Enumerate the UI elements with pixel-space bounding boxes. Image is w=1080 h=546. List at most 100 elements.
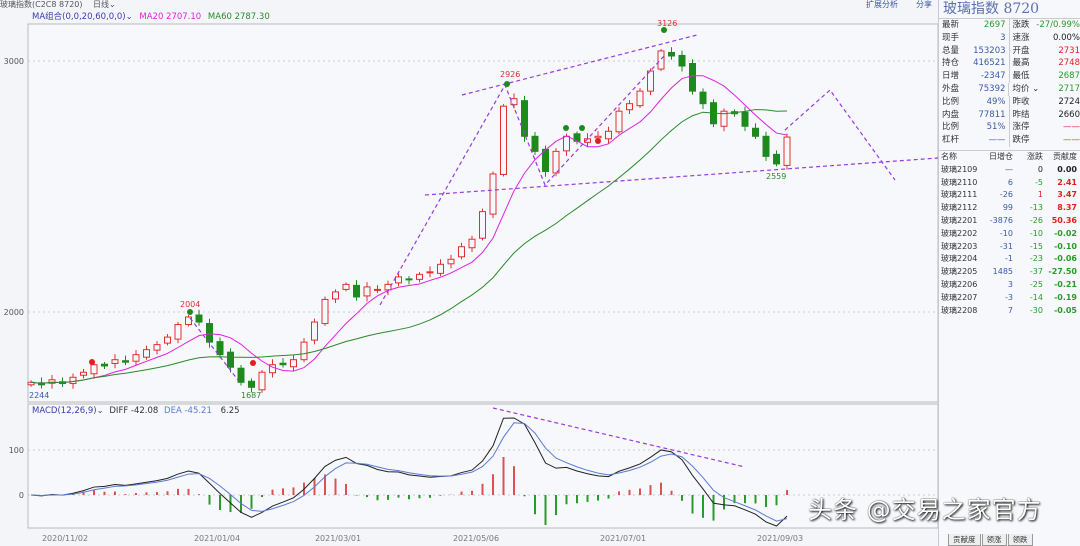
contract-row[interactable]: 玻璃2112 99 -13 8.37	[939, 202, 1080, 215]
column-divider	[1008, 70, 1010, 83]
candle-body	[531, 135, 539, 152]
contract-row[interactable]: 玻璃2205 1485 -37 -27.50	[939, 266, 1080, 279]
panel-tabs: 贡献度 领涨 领跌	[948, 534, 1034, 546]
dea-value: DEA -45.21	[164, 406, 212, 416]
contract-row[interactable]: 玻璃2110 6 -5 2.41	[939, 177, 1080, 190]
tab-contribution[interactable]: 贡献度	[948, 534, 981, 546]
price-change: -26	[1029, 215, 1043, 225]
quote-row: 最新 2697 涨跌 -27/0.99%	[939, 19, 1080, 32]
diff-value: DIFF -42.08	[109, 406, 159, 416]
candle-body	[269, 364, 276, 374]
contract-row[interactable]: 玻璃2207 -3 -14 -0.19	[939, 292, 1080, 305]
contract-row[interactable]: 玻璃2208 7 -30 -0.05	[939, 305, 1080, 318]
contract-name: 玻璃2112	[941, 203, 978, 213]
price-change: 1	[1037, 190, 1043, 200]
quote-label: 总量	[942, 45, 960, 56]
price-change: -30	[1029, 305, 1043, 315]
ma20-line	[30, 75, 788, 385]
price-change: -13	[1029, 203, 1043, 213]
oi-change: 1485	[992, 267, 1013, 277]
chevron-down-icon[interactable]: ⌄	[96, 406, 104, 416]
quote-label: 涨跌	[1012, 20, 1030, 30]
quote-label: 昨收	[1012, 96, 1030, 107]
quote-value: 0.00%	[1052, 32, 1080, 43]
column-divider	[1008, 82, 1010, 96]
label-high: 2004	[180, 300, 200, 309]
extended-analysis-button[interactable]: 扩展分析	[866, 0, 898, 9]
chevron-down-icon[interactable]: ⌄	[109, 0, 116, 9]
candle-body	[752, 127, 759, 137]
quote-row: 持仓 416521 最高 2748	[939, 57, 1080, 71]
candle-body	[762, 135, 770, 157]
ma60-line	[30, 109, 788, 385]
contract-row[interactable]: 玻璃2201 -3876 -26 50.36	[939, 215, 1080, 228]
quote-panel: 玻璃指数 8720 最新 2697 涨跌 -27/0.99% 现手 3 速涨 0.00% 总量 1…	[938, 0, 1080, 546]
macd-legend: MACD(12,26,9)⌄ DIFF -42.08 DEA -45.21 6.…	[32, 406, 240, 416]
column-divider	[1008, 95, 1010, 109]
macd-select[interactable]: MACD(12,26,9)	[32, 406, 97, 416]
header-change[interactable]: 涨跌	[1027, 151, 1043, 161]
chevron-down-icon[interactable]: ⌄	[125, 12, 133, 22]
contribution: -0.02	[1053, 228, 1077, 238]
candle-body	[237, 367, 245, 383]
contract-row[interactable]: 玻璃2202 -10 -10 -0.02	[939, 228, 1080, 241]
header-name[interactable]: 名称	[941, 151, 957, 161]
projection-line	[784, 89, 896, 181]
quote-value: 2748	[1058, 58, 1080, 69]
x-tick-label: 2021/07/01	[600, 534, 646, 543]
contract-row[interactable]: 玻璃2206 3 -25 -0.21	[939, 279, 1080, 292]
symbol-label[interactable]: 玻璃指数(C2C8 8720)	[0, 0, 83, 9]
header-oi-change[interactable]: 日增仓	[989, 151, 1013, 161]
period-select[interactable]: 日线	[93, 0, 110, 9]
quote-label: 开盘	[1012, 45, 1030, 56]
contract-name: 玻璃2207	[941, 292, 978, 302]
quote-table: 最新 2697 涨跌 -27/0.99% 现手 3 速涨 0.00% 总量 153203 开盘 273…	[939, 19, 1080, 147]
candle-body	[258, 371, 266, 391]
oi-change: -3	[1005, 292, 1013, 302]
quote-label: 外盘	[942, 83, 960, 94]
candle-body	[437, 263, 444, 274]
tab-top-losers[interactable]: 领跌	[1007, 534, 1033, 546]
contract-row[interactable]: 玻璃2204 -1 -23 -0.06	[939, 253, 1080, 266]
candle-body	[279, 362, 287, 366]
contract-row[interactable]: 玻璃2109 — 0 0.00	[939, 164, 1080, 177]
quote-label: 日增	[942, 71, 960, 82]
signal-dot-red	[595, 138, 601, 144]
ma-group-select[interactable]: MA组合(0,0,20,60,0,0)	[32, 12, 126, 22]
macd-divergence-line	[492, 407, 746, 468]
header-contribution[interactable]: 贡献度	[1053, 151, 1077, 161]
quote-value: 2697	[983, 20, 1006, 30]
contribution: -0.19	[1053, 292, 1077, 302]
oi-change: -3876	[989, 215, 1013, 225]
macd-tick-label: 0	[19, 491, 24, 500]
diff-line	[30, 417, 788, 527]
x-tick-label: 2021/09/03	[757, 534, 803, 543]
quote-value: ——	[1063, 122, 1080, 133]
contribution: 2.41	[1057, 177, 1077, 187]
chart-canvas[interactable]: 3000 2000 100 0 2020/11/02 2021/01/04 20…	[0, 0, 938, 546]
candle-body	[69, 376, 77, 385]
top-bar: 玻璃指数(C2C8 8720) 日线⌄ 扩展分析 分享	[0, 0, 938, 11]
panel-title: 玻璃指数 8720	[939, 0, 1080, 19]
candle-body	[332, 291, 339, 300]
quote-value: 2724	[1058, 96, 1080, 107]
macd-tick-label: 100	[9, 446, 24, 455]
contract-row[interactable]: 玻璃2203 -31 -15 -0.10	[939, 241, 1080, 254]
candle-body	[626, 103, 633, 111]
quote-value: 2660	[1058, 109, 1080, 120]
ma60-value: MA60 2787.30	[207, 12, 270, 22]
share-button[interactable]: 分享	[916, 0, 932, 9]
candle-body	[101, 363, 108, 367]
candle-body	[563, 135, 570, 152]
column-divider	[1008, 44, 1010, 58]
column-divider	[1008, 31, 1010, 45]
contract-row[interactable]: 玻璃2111 -26 1 3.47	[939, 189, 1080, 202]
tab-top-gainers[interactable]: 领涨	[981, 534, 1007, 546]
candle-body	[720, 110, 728, 127]
quote-value: -27/0.99%	[1036, 20, 1080, 30]
signal-dot-green	[504, 81, 510, 87]
price-change: -10	[1029, 228, 1043, 238]
candle-body	[699, 91, 707, 105]
quote-row: 比例 51% 涨停 ——	[939, 121, 1080, 135]
quote-value: 49%	[986, 96, 1006, 107]
